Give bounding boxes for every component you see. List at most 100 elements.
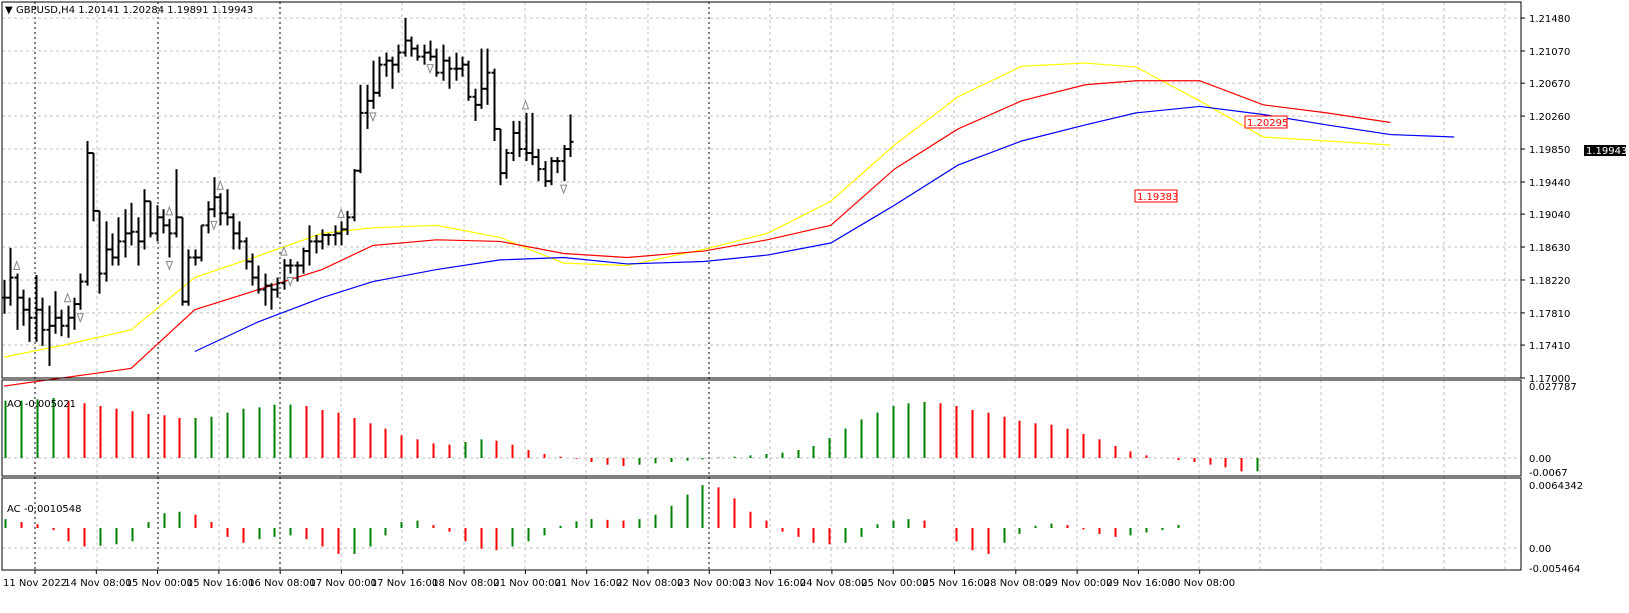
ohlc-bar [364,84,371,129]
fractal-down-icon [426,64,434,75]
time-tick-label: 24 Nov 08:00 [800,578,867,589]
ao-tick-label: 0.00 [1529,454,1551,465]
ohlc-bar [389,56,396,89]
ohlc-bar [255,265,262,294]
pane-frame [1,1,1522,379]
ohlc-bar [90,152,97,222]
time-tick-label: 28 Nov 08:00 [984,578,1051,589]
ohlc-bar [141,189,148,250]
fractal-down-icon [559,184,568,195]
time-tick-label: 22 Nov 08:00 [616,578,683,589]
ohlc-bar [370,60,377,109]
ohlc-bar [84,140,91,286]
ma-slow-line [194,105,1455,353]
ohlc-bar [122,209,129,258]
ohlc-bar [230,213,237,250]
time-tick-label: 14 Nov 08:00 [64,578,131,589]
fractal-down-icon [286,277,294,287]
ohlc-bar [427,40,434,61]
ohlc-bar [523,112,530,162]
price-tick-label: 1.19850 [1529,145,1570,156]
ohlc-bar [294,261,301,282]
ohlc-bar [154,205,161,242]
ohlc-bar [135,217,142,266]
ohlc-bar [332,225,339,246]
fractal-down-icon [369,112,377,123]
ohlc-bar [268,283,275,310]
ohlc-bar [414,44,421,61]
ohlc-bar [472,88,479,121]
ohlc-bar [491,68,498,141]
low-marker-text: 1.19383 [1137,192,1178,203]
ohlc-bar [529,112,536,166]
ohlc-bar [478,48,485,109]
price-tick-label: 1.20260 [1529,112,1570,123]
ohlc-bar [58,309,65,337]
ao-histogram [4,397,1259,472]
ohlc-bar [484,48,491,105]
ohlc-bar [211,177,218,218]
ohlc-bar [535,149,542,182]
ohlc-bar [567,114,574,158]
ohlc-bar [510,120,517,162]
price-tick-label: 1.18630 [1529,243,1570,254]
ohlc-bar [561,145,568,182]
high-marker-text: 1.20295 [1247,118,1288,129]
chart-grid [2,2,1521,570]
ohlc-bar [185,249,192,306]
ohlc-bar [440,44,447,81]
ohlc-bar [160,209,167,234]
fractal-markers [12,64,568,324]
time-tick-label: 17 Nov 16:00 [371,578,438,589]
price-tick-label: 1.17410 [1529,341,1570,352]
ohlc-bar [548,157,555,186]
ohlc-bar [376,56,383,97]
time-tick-label: 23 Nov 16:00 [739,578,806,589]
price-tag: 1.19943 [1584,145,1627,157]
ohlc-bar [65,305,72,338]
ohlc-bar [503,149,510,179]
ohlc-bar [338,221,345,246]
ohlc-bar [39,297,46,346]
ac-histogram [4,485,1180,554]
time-tick-label: 29 Nov 00:00 [1045,578,1112,589]
time-tick-label: 21 Nov 16:00 [555,578,622,589]
ohlc-bar [77,273,84,310]
ohlc-bar [205,201,212,234]
ohlc-bar [147,200,154,238]
collapse-icon[interactable]: ▼ [5,5,13,16]
low-marker: 1.19383 [1134,189,1178,203]
pane-frames [1,1,1522,571]
ohlc-bar [433,48,440,77]
ohlc-bar [128,202,135,246]
ohlc-bar [459,56,466,77]
price-tick-label: 1.20670 [1529,79,1570,90]
time-tick-label: 16 Nov 08:00 [248,578,315,589]
fractal-up-icon [165,205,174,216]
ohlc-bar [20,289,27,326]
ohlc-bar [217,193,224,226]
price-tick-label: 1.19040 [1529,210,1570,221]
ac-tick-label: 0.0064342 [1529,481,1583,492]
ohlc-bar [14,273,21,330]
ac-tick-label: 0.00 [1529,544,1551,555]
ohlc-bar [33,275,40,342]
time-tick-label: 29 Nov 16:00 [1106,578,1173,589]
ohlc-bar [192,249,199,266]
time-tick-label: 30 Nov 08:00 [1168,578,1235,589]
time-tick-label: 25 Nov 16:00 [923,578,990,589]
price-tick-label: 1.21070 [1529,47,1570,58]
fractal-down-icon [165,260,174,271]
symbol-header: GBPUSD,H4 1.20141 1.20284 1.19891 1.1994… [16,5,253,16]
ohlc-bar [173,169,180,238]
ao-label: AO -0.005021 [7,399,76,410]
ohlc-bar [319,229,326,250]
ma-mid-line [3,80,1391,387]
fractal-up-icon [216,179,224,190]
fractal-up-icon [521,99,530,110]
ohlc-bar [287,259,294,274]
pane-frame [1,477,1522,571]
price-tick-label: 1.19440 [1529,178,1570,189]
fractal-up-icon [63,292,72,303]
